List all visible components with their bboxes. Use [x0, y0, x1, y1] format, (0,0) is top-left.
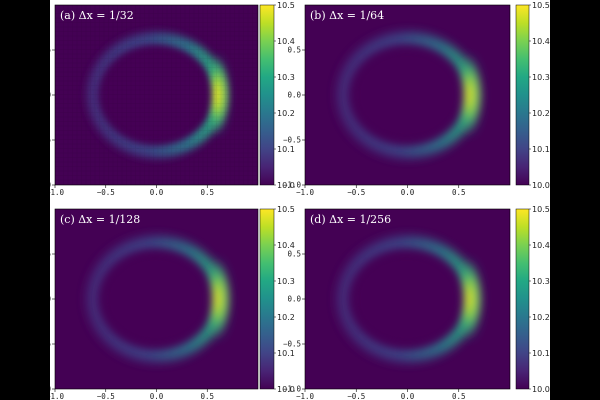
y-tick-label: −1.0	[50, 181, 51, 190]
y-tick-label: −1.0	[283, 385, 302, 394]
colorbar-tick-label: 10.1	[277, 145, 295, 154]
y-tick-label: 0.0	[50, 295, 51, 304]
y-tick-label: 0.5	[287, 46, 301, 55]
x-tick-label: 0.0	[150, 392, 164, 400]
panel-c: (c) Δx = 1/128 −1.0 −0.5 0.0 0.5 0.5 0.0 −0.5 −1…	[50, 205, 295, 400]
colorbar-tick-label: 10.2	[277, 313, 295, 322]
heatmap-field	[336, 236, 483, 362]
x-tick-label: 0.5	[200, 188, 214, 197]
panel-label: (d) Δx = 1/256	[310, 213, 391, 226]
peak-crescent	[455, 53, 483, 137]
pixel-grid	[55, 5, 258, 185]
y-tick-label: −1.0	[283, 181, 302, 190]
figure: (a) Δx = 1/32 −1.0 −0.5 0.0 0.5 0.5 0.0 −0.5 −1.…	[50, 0, 550, 400]
panel-a: (a) Δx = 1/32 −1.0 −0.5 0.0 0.5 0.5 0.0 −0.5 −1.…	[50, 1, 295, 197]
y-tick-label: 0.5	[287, 250, 301, 259]
colorbar-tick-label: 10.0	[277, 385, 295, 394]
colorbar	[259, 4, 275, 186]
x-tick-label: 0.5	[452, 188, 466, 197]
x-tick-label: −1.0	[296, 188, 315, 197]
y-tick-label: −0.5	[283, 136, 301, 145]
colorbar-tick-label: 10.1	[277, 349, 295, 358]
panel-label: (a) Δx = 1/32	[60, 9, 134, 22]
y-tick-label: −1.0	[50, 385, 51, 394]
x-tick-label: −0.5	[97, 392, 115, 400]
colorbar-tick-label: 10.4	[277, 241, 295, 250]
colorbar-tick-label: 10.5	[532, 205, 550, 214]
colorbar-tick-label: 10.1	[532, 349, 550, 358]
panel-label: (b) Δx = 1/64	[310, 9, 384, 22]
heatmap-field	[86, 236, 231, 362]
panel-label: (c) Δx = 1/128	[60, 213, 140, 226]
colorbar-tick-label: 10.4	[277, 37, 295, 46]
colorbar	[515, 4, 530, 186]
x-tick-label: −1.0	[50, 188, 65, 197]
heatmap-field	[55, 5, 258, 185]
y-tick-label: −0.5	[50, 340, 51, 349]
y-tick-label: 0.5	[50, 46, 51, 55]
colorbar-tick-label: 10.4	[532, 241, 550, 250]
ring-hole	[351, 47, 463, 143]
colorbar-tick-label: 10.4	[532, 37, 550, 46]
panel-d: (d) Δx = 1/256 −1.0 −0.5 0.0 0.5 0.5 0.0 −0.5 −1…	[283, 205, 550, 400]
x-tick-label: 0.0	[401, 392, 415, 400]
colorbar-tick-label: 10.3	[277, 73, 295, 82]
colorbar-tick-label: 10.3	[532, 73, 550, 82]
ring-hole	[100, 251, 211, 347]
colorbar-tick-label: 10.0	[532, 181, 550, 190]
colorbar-tick-label: 10.2	[532, 109, 550, 118]
peak-crescent	[455, 257, 483, 341]
colorbar-tick-label: 10.2	[277, 109, 295, 118]
x-tick-label: −1.0	[296, 392, 315, 400]
x-tick-label: 0.5	[452, 392, 466, 400]
colorbar-tick-label: 10.3	[532, 277, 550, 286]
colorbar	[259, 208, 275, 390]
colorbar-tick-label: 10.2	[532, 313, 550, 322]
y-tick-label: 0.0	[287, 295, 301, 304]
x-tick-label: 0.5	[200, 392, 214, 400]
heatmap-field	[336, 32, 483, 158]
x-tick-label: −1.0	[50, 392, 65, 400]
x-tick-label: −0.5	[97, 188, 115, 197]
colorbar-tick-label: 10.1	[532, 145, 550, 154]
colorbar	[515, 208, 530, 390]
colorbar-tick-label: 10.0	[532, 385, 550, 394]
chart-canvas: (a) Δx = 1/32 −1.0 −0.5 0.0 0.5 0.5 0.0 −0.5 −1.…	[50, 1, 550, 400]
x-tick-label: 0.0	[401, 188, 415, 197]
y-tick-label: 0.5	[50, 250, 51, 259]
panel-b: (b) Δx = 1/64 −1.0 −0.5 0.0 0.5 0.5 0.0 −0.5 −1.…	[283, 1, 550, 197]
colorbar-tick-label: 10.5	[532, 1, 550, 10]
peak-crescent	[203, 257, 231, 341]
colorbar-tick-label: 10.0	[277, 181, 295, 190]
x-tick-label: 0.0	[150, 188, 164, 197]
x-tick-label: −0.5	[347, 392, 365, 400]
y-tick-label: 0.0	[50, 91, 51, 100]
y-tick-label: −0.5	[50, 136, 51, 145]
y-tick-label: 0.0	[287, 91, 301, 100]
x-tick-label: −0.5	[347, 188, 365, 197]
ring-hole	[351, 251, 463, 347]
colorbar-tick-label: 10.5	[277, 205, 295, 214]
y-tick-label: −0.5	[283, 340, 301, 349]
colorbar-tick-label: 10.3	[277, 277, 295, 286]
colorbar-tick-label: 10.5	[277, 1, 295, 10]
